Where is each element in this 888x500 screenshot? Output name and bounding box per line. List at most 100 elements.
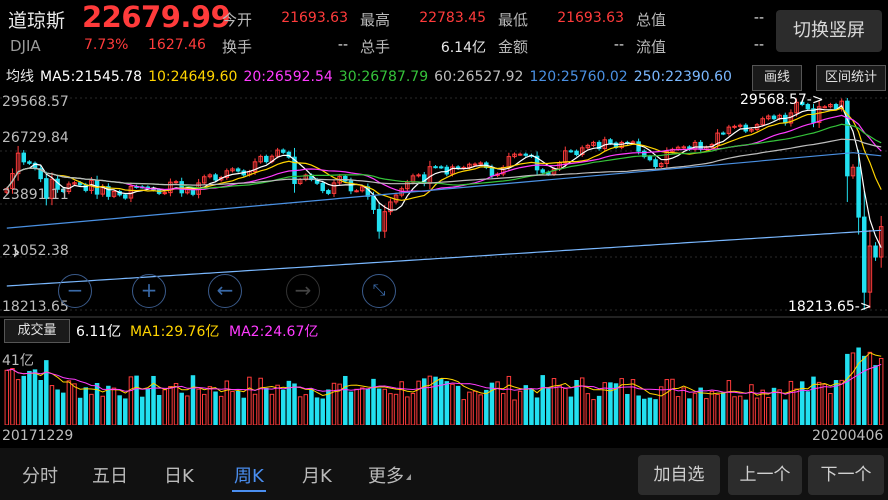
zoom-out-icon[interactable]: − — [58, 274, 92, 308]
switch-portrait-button[interactable]: 切换竖屏 — [776, 10, 882, 52]
volume-bar — [557, 385, 562, 425]
candle-body — [715, 132, 720, 145]
volume-bar — [754, 397, 760, 425]
y-tick-label: 29568.57 — [2, 94, 69, 110]
candle-body — [179, 181, 184, 194]
volume-bar — [743, 399, 749, 425]
reset-zoom-icon[interactable]: ⤡ — [362, 274, 396, 308]
min-annotation: 18213.65-> — [788, 299, 872, 315]
volume-bar — [811, 376, 816, 425]
draw-line-button[interactable]: 画线 — [752, 65, 802, 91]
volume-bar — [551, 378, 557, 425]
next-button[interactable]: 下一个 — [808, 455, 884, 495]
candle-body — [517, 153, 523, 156]
volume-bar — [500, 393, 506, 425]
candle-body — [647, 156, 653, 161]
volume-bar — [455, 385, 461, 425]
volume-bar — [60, 392, 66, 425]
zoom-in-icon[interactable]: + — [132, 274, 166, 308]
volume-bar — [235, 390, 241, 425]
range-stats-button[interactable]: 区间统计 — [816, 65, 886, 91]
add-watchlist-button[interactable]: 加自选 — [638, 455, 720, 495]
volume-bar — [495, 381, 500, 425]
volume-bar — [252, 393, 258, 425]
tab-more[interactable]: 更多 — [368, 466, 404, 487]
volume-bar — [828, 393, 833, 425]
more-triangle-icon — [406, 474, 411, 480]
x-end-date: 20200406 — [812, 428, 884, 444]
scroll-left-icon[interactable]: ← — [208, 274, 242, 308]
candle-body — [162, 192, 168, 195]
candle-body — [816, 106, 822, 123]
ma-legend-item: 120:25760.02 — [529, 69, 628, 85]
volume-bar — [21, 375, 26, 425]
volume-chart[interactable] — [0, 343, 888, 425]
volume-bar — [354, 388, 359, 425]
tab-weekly-k[interactable]: 周K — [234, 466, 264, 487]
volume-bar — [799, 381, 805, 425]
tab-monthly-k[interactable]: 月K — [302, 466, 332, 487]
candle-body — [331, 182, 337, 194]
previous-button[interactable]: 上一个 — [728, 455, 802, 495]
candle-body — [433, 166, 438, 169]
volume-bar — [269, 393, 275, 425]
volume-bar — [805, 391, 811, 425]
volume-ma2: MA2:24.67亿 — [229, 324, 319, 340]
y-tick-label: 26729.84 — [2, 130, 69, 146]
volume-bar — [348, 391, 354, 425]
low-label: 最低 — [498, 11, 529, 29]
scroll-right-icon[interactable]: → — [286, 274, 320, 308]
candle-body — [619, 141, 624, 148]
tab-intraday[interactable]: 分时 — [22, 466, 58, 487]
y-tick-label: 21052.38 — [2, 243, 69, 259]
candle-body — [106, 186, 111, 197]
candle-body — [862, 216, 867, 293]
volume-bar — [766, 396, 771, 425]
candle-body — [49, 178, 55, 199]
ma-legend-item: 30:26787.79 — [338, 69, 429, 85]
volume-bar — [856, 347, 861, 425]
candle-body — [478, 162, 483, 165]
volume-bar — [190, 375, 196, 425]
candle-body — [873, 245, 878, 258]
high-value: 22783.45 — [419, 10, 486, 26]
candle-body — [123, 194, 128, 199]
ma-legend-item: MA5:21545.78 — [40, 69, 143, 85]
volume-bar — [788, 380, 794, 425]
candle-body — [15, 152, 21, 175]
candle-body — [698, 141, 703, 150]
volume-bar — [224, 380, 230, 425]
chevron-left-icon[interactable]: › — [12, 240, 21, 265]
volume-bar — [591, 399, 596, 425]
volume-bar — [596, 395, 602, 425]
volume-bar — [845, 353, 850, 425]
volume-bar — [833, 380, 839, 425]
candle-body — [839, 100, 844, 110]
volume-indicator-tab[interactable]: 成交量 — [4, 319, 70, 343]
candle-body — [359, 186, 365, 192]
candlestick-chart[interactable] — [0, 92, 888, 318]
volume-bar — [145, 388, 151, 425]
volume-bar — [540, 375, 545, 425]
candle-body — [726, 126, 732, 134]
float-value-value: -- — [753, 37, 764, 53]
volume-bar — [410, 392, 416, 425]
volume-bar — [427, 375, 433, 425]
candle-body — [224, 170, 230, 179]
ma-legend-item: 20:26592.54 — [243, 69, 333, 85]
y-tick-label: 23891.11 — [2, 187, 69, 203]
candle-body — [168, 181, 173, 194]
volume-bar — [461, 399, 466, 425]
candle-body — [173, 181, 179, 184]
tab-daily-k[interactable]: 日K — [164, 466, 194, 487]
volume-bar — [484, 389, 489, 425]
volume-bar — [489, 382, 495, 425]
volume-bar — [230, 390, 235, 425]
volume-bar — [653, 399, 658, 425]
candle-body — [27, 161, 32, 164]
tab-five-day[interactable]: 五日 — [92, 466, 128, 487]
volume-bar — [602, 382, 608, 425]
index-name: 道琼斯 — [8, 10, 66, 32]
candle-body — [799, 101, 805, 106]
candle-body — [771, 115, 777, 120]
